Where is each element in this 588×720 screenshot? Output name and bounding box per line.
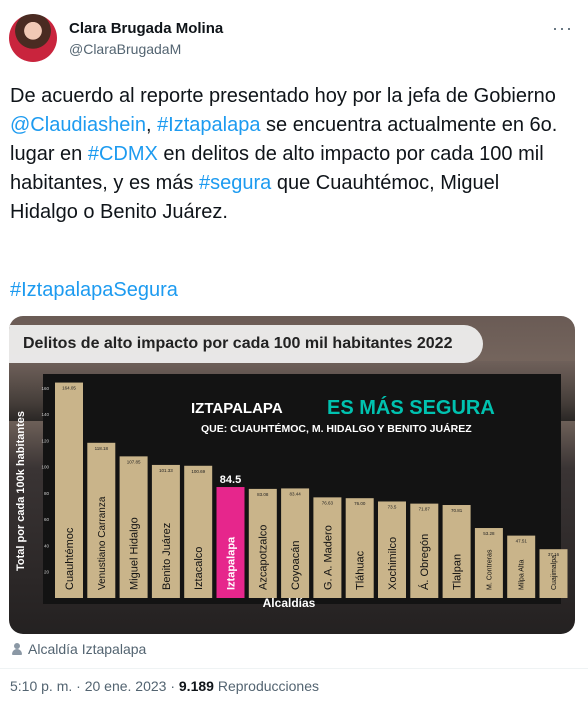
- media-image[interactable]: Delitos de alto impacto por cada 100 mil…: [9, 316, 575, 634]
- bar-value-label: 76.00: [354, 501, 366, 506]
- bar: [345, 498, 374, 598]
- bar-value-label: 47.51: [516, 539, 528, 544]
- bar-value-label: 83.08: [257, 492, 269, 497]
- category-label: Benito Juárez: [161, 523, 173, 590]
- bar-value-label: 118.18: [95, 446, 109, 451]
- category-label: Venustiano Carranza: [97, 496, 108, 590]
- hashtag-link[interactable]: #Iztapalapa: [157, 114, 261, 136]
- bar: [216, 487, 245, 598]
- y-tick-label: 100: [41, 465, 49, 470]
- tweet-header: Clara Brugada Molina @ClaraBrugadaM ···: [9, 14, 579, 64]
- media-source[interactable]: Alcaldía Iztapalapa: [12, 641, 146, 657]
- bar-value-label: 101.33: [159, 468, 173, 473]
- bar-value-label: 164.05: [62, 386, 76, 391]
- bar-value-label: 83.44: [289, 491, 301, 496]
- category-label: Iztapalapa: [225, 536, 237, 590]
- category-label: Miguel Hidalgo: [128, 517, 140, 590]
- bar: [442, 505, 471, 598]
- bar: [474, 528, 503, 598]
- chart-title: Delitos de alto impacto por cada 100 mil…: [9, 325, 483, 363]
- hashtag-link[interactable]: #segura: [198, 172, 272, 194]
- bar-value-label: 70.81: [451, 508, 463, 513]
- category-label: Tlalpan: [451, 554, 463, 590]
- category-label: Coyoacán: [290, 540, 302, 590]
- category-label: Cuauhtémoc: [64, 527, 76, 590]
- mention-link[interactable]: @Claudiashein: [10, 114, 146, 136]
- y-tick-label: 60: [44, 517, 50, 522]
- media-source-label: Alcaldía Iztapalapa: [28, 641, 147, 657]
- category-label: Cuajimalpa: [551, 555, 558, 590]
- bar-value-label: 53.28: [483, 531, 495, 536]
- category-label: G. A. Madero: [322, 525, 334, 590]
- bar-value-label: 100.69: [191, 469, 205, 474]
- views-count: 9.189: [178, 678, 214, 694]
- tweet-text-part: en delitos de alto impacto por cada 100 …: [10, 143, 544, 194]
- tweet-text-part: que Cuauhtémoc, Miguel Hidalgo o Benito …: [10, 172, 500, 223]
- bar: [119, 456, 148, 598]
- y-tick-label: 120: [41, 438, 49, 443]
- category-label: Tláhuac: [355, 550, 367, 590]
- bar: [55, 382, 83, 598]
- person-icon: [12, 643, 22, 655]
- bar-chart: 20 40 60 80 100 120 140 160 Total por cada 100k …: [15, 382, 568, 610]
- headline-accent: ES MÁS SEGURA: [327, 396, 495, 419]
- bar-value-label: 107.85: [127, 459, 141, 464]
- y-tick-label: 20: [44, 570, 50, 575]
- category-label: Milpa Alta: [519, 560, 526, 590]
- author-name[interactable]: Clara Brugada Molina: [69, 20, 224, 37]
- y-axis-label: Total por cada 100k habitantes: [15, 411, 27, 571]
- category-label: Xochimilco: [387, 537, 399, 590]
- avatar[interactable]: [9, 14, 57, 62]
- category-label: M. Contreras: [486, 549, 493, 590]
- timestamp[interactable]: 5:10 p. m. · 20 ene. 2023 ·: [10, 678, 179, 694]
- bar: [507, 535, 536, 598]
- subheadline: QUE: CUAUHTÉMOC, M. HIDALGO Y BENITO JUÁ…: [201, 422, 472, 435]
- bar: [378, 501, 406, 598]
- bar: [281, 488, 310, 598]
- bar: [410, 503, 439, 598]
- bar: [248, 488, 277, 598]
- bar: [151, 464, 180, 598]
- bar: [184, 465, 213, 598]
- tweet-text-part: De acuerdo al reporte presentado hoy por…: [10, 85, 556, 107]
- headline: IZTAPALAPA: [191, 400, 283, 417]
- bar-value-label: 37.16: [548, 552, 560, 557]
- y-tick-label: 140: [41, 412, 49, 417]
- divider: [0, 668, 588, 669]
- tweet-text-part: se encuentra actualmente en 6o. lugar en: [10, 114, 558, 165]
- tweet-text: De acuerdo al reporte presentado hoy por…: [10, 82, 570, 227]
- hashtag-link[interactable]: #IztapalapaSegura: [10, 279, 178, 301]
- author-handle[interactable]: @ClaraBrugadaM: [69, 41, 182, 57]
- category-label: Iztacalco: [193, 547, 205, 590]
- bar-value-label: 73.5: [388, 504, 397, 509]
- y-tick-label: 40: [44, 543, 50, 548]
- hashtag-link[interactable]: #CDMX: [87, 143, 158, 165]
- bar: [87, 442, 116, 598]
- tweet-meta: 5:10 p. m. · 20 ene. 2023 · 9.189 Reprod…: [10, 678, 319, 694]
- category-label: Azcapotzalco: [258, 525, 270, 590]
- bar-value-label: 84.5: [220, 474, 241, 486]
- tweet-text-part: ,: [145, 114, 158, 136]
- views-label: Reproducciones: [213, 678, 319, 694]
- y-tick-label: 80: [44, 491, 50, 496]
- bar: [539, 549, 568, 598]
- more-horizontal-icon[interactable]: ···: [552, 18, 573, 38]
- bar-value-label: 71.87: [419, 507, 431, 512]
- x-axis-label: Alcaldías: [263, 596, 316, 610]
- bar-value-label: 76.63: [322, 500, 334, 505]
- y-tick-label: 160: [41, 386, 49, 391]
- category-label: Á. Obregón: [418, 534, 431, 590]
- bar: [313, 497, 342, 598]
